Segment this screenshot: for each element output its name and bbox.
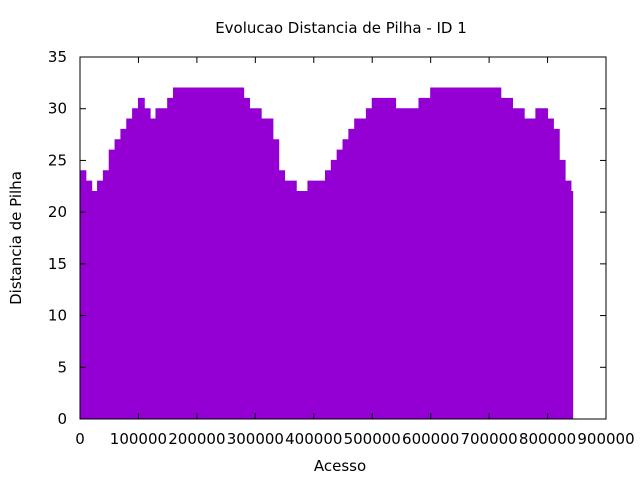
x-tick-label: 200000 [168,430,225,448]
y-tick-label: 20 [48,203,67,221]
plot-frame [79,56,607,420]
x-tick-label: 300000 [227,430,284,448]
x-tick-label: 500000 [344,430,401,448]
y-tick-label: 35 [48,48,67,66]
y-tick-label: 5 [57,358,67,376]
y-axis: 0 5 10 15 20 25 30 35 [48,48,606,428]
data-area [79,87,574,420]
x-tick-label: 100000 [110,430,167,448]
y-tick-label: 0 [57,410,67,428]
y-tick-label: 10 [48,307,67,325]
plot-area [79,87,574,420]
x-axis-label: Acesso [314,457,366,475]
y-axis-label: Distancia de Pilha [7,171,25,305]
x-tick-label: 800000 [519,430,576,448]
y-tick-label: 25 [48,151,67,169]
x-axis: 0 100000 200000 300000 400000 500000 600000 700… [75,57,635,448]
x-tick-label: 900000 [577,430,634,448]
x-tick-label: 0 [75,430,85,448]
x-tick-label: 400000 [285,430,342,448]
chart-title: Evolucao Distancia de Pilha - ID 1 [215,19,467,37]
y-tick-label: 30 [48,100,67,118]
x-tick-label: 600000 [402,430,459,448]
x-tick-label: 700000 [460,430,517,448]
y-tick-label: 15 [48,255,67,273]
